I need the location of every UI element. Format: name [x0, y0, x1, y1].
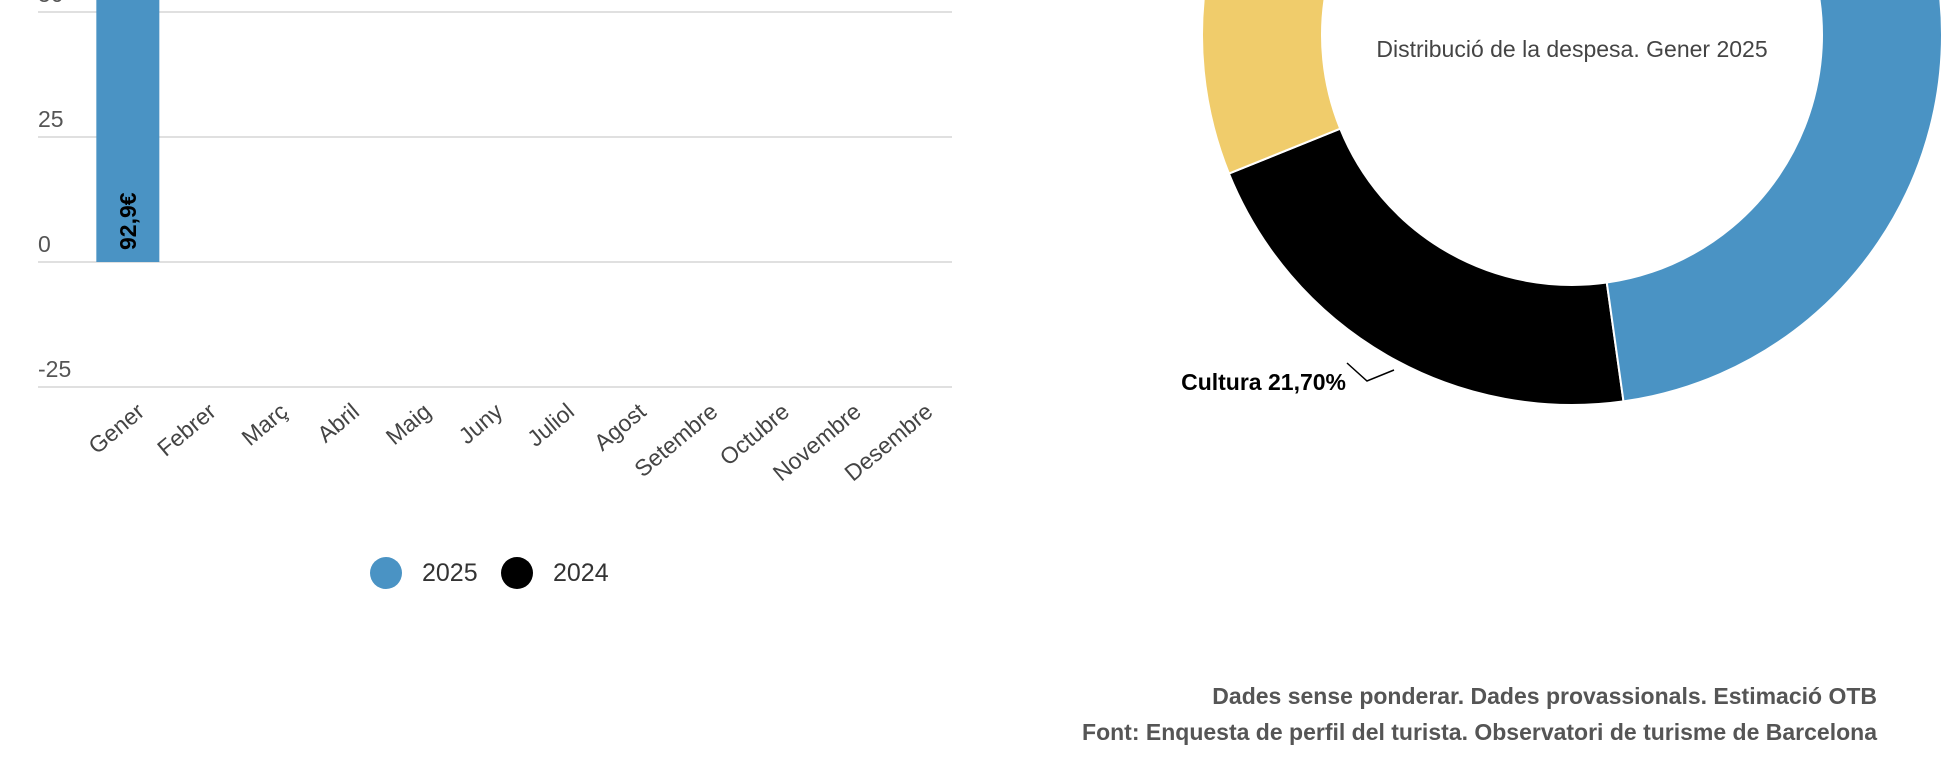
footnote-source: Font: Enquesta de perfil del turista. Ob… [1082, 719, 1877, 746]
x-tick-label: Maig [381, 398, 436, 450]
donut-chart: Distribució de la despesa. Gener 2025 Cu… [1181, 0, 1942, 405]
y-tick-label: 0 [38, 231, 51, 257]
y-axis-ticks: -25 0 25 50 [38, 0, 71, 382]
x-tick-label: Gener [83, 398, 149, 459]
chart-legend[interactable]: 2025 2024 [370, 557, 609, 589]
legend-swatch-2024[interactable] [501, 557, 533, 589]
y-tick-label: 25 [38, 106, 64, 132]
x-axis-ticks: Gener Febrer Març Abril Maig Juny Juliol AgostS… [83, 398, 937, 487]
x-tick-label: Abril [312, 398, 364, 447]
y-tick-label: -25 [38, 356, 71, 382]
bar-data-label: 92,9€ [115, 192, 141, 250]
x-tick-label: Juliol [522, 398, 579, 452]
slice-label-cultura: Cultura 21,70% [1181, 369, 1346, 395]
footnote-methodology: Dades sense ponderar. Dades provassional… [1212, 683, 1877, 710]
y-tick-label: 50 [38, 0, 64, 7]
bar-series: 92,9€ [96, 0, 159, 262]
donut-title: Distribució de la despesa. Gener 2025 [1376, 36, 1767, 62]
slice-callout-cultura: Cultura 21,70% [1181, 363, 1394, 395]
y-gridlines [38, 12, 952, 387]
x-tick-label: Febrer [152, 398, 221, 462]
donut-slice-cultura[interactable] [1229, 129, 1624, 405]
legend-label-2025[interactable]: 2025 [422, 559, 478, 587]
legend-swatch-2025[interactable] [370, 557, 402, 589]
x-tick-label: Juny [453, 398, 507, 449]
x-tick-label: Març [237, 398, 293, 451]
callout-leader-line [1347, 363, 1394, 381]
x-tick-label: Agost [589, 398, 651, 456]
legend-label-2024[interactable]: 2024 [553, 559, 609, 587]
